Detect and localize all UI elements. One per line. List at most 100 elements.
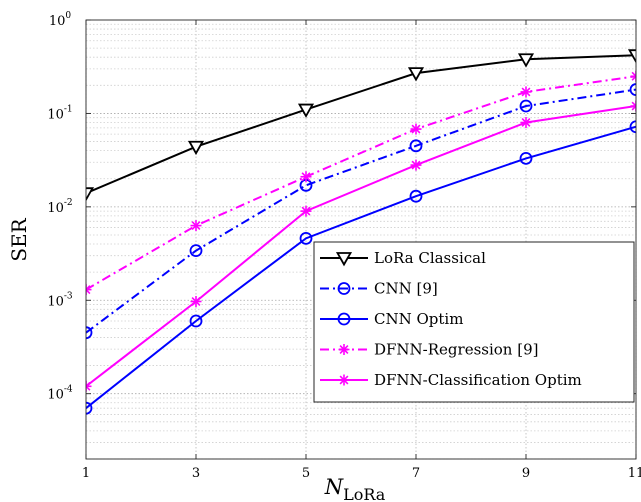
y-tick-base: 10 (47, 107, 64, 122)
series-line (86, 88, 636, 334)
marker-stroke (86, 285, 91, 291)
plot-area (86, 49, 636, 415)
y-tick-base: 10 (47, 388, 64, 403)
y-tick-base: 10 (47, 294, 64, 309)
y-tick-label: 100 (49, 11, 72, 29)
data-point (189, 314, 203, 328)
y-tick-label: 10-4 (47, 385, 73, 403)
legend-entry: CNN Optim (320, 310, 463, 328)
legend-marker (338, 344, 350, 355)
axes-box (85, 19, 637, 460)
marker-stroke (631, 71, 636, 78)
data-point (86, 380, 92, 392)
legend-entry: CNN [9] (320, 280, 438, 298)
marker-stroke (301, 206, 311, 216)
legend-label: DFNN-Classification Optim (374, 371, 582, 389)
data-point (410, 123, 422, 135)
data-point (410, 159, 422, 171)
y-tick-label: 10-2 (47, 198, 72, 216)
x-axis-label-base: N (324, 475, 344, 499)
marker-stroke (339, 375, 349, 385)
legend-marker (337, 312, 351, 326)
data-point (300, 171, 312, 183)
legend-box (313, 241, 635, 403)
x-axis-label: NLoRa (324, 475, 386, 502)
series-line (86, 54, 636, 195)
marker-stroke (631, 75, 636, 81)
marker-stroke (191, 221, 201, 231)
data-point (190, 296, 202, 308)
marker-stroke (86, 288, 91, 295)
marker-stroke (301, 172, 311, 182)
y-tick-label: 10-3 (47, 291, 73, 309)
y-tick-exponent: -3 (64, 291, 73, 301)
legend-entry: LoRa Classical (320, 249, 486, 267)
data-point (520, 116, 532, 128)
series-line (86, 75, 636, 291)
series-3 (86, 120, 636, 415)
marker-stroke (631, 101, 636, 108)
data-point (299, 231, 313, 245)
data-point (630, 100, 636, 112)
data-point (627, 49, 636, 64)
marker-stroke (521, 87, 531, 97)
marker-stroke (191, 297, 201, 306)
data-point (519, 99, 533, 113)
series-4 (86, 70, 636, 296)
x-tick-label: 9 (522, 466, 530, 481)
data-point (520, 86, 532, 98)
data-point (86, 326, 93, 340)
series-1 (86, 49, 636, 202)
marker-stroke (86, 381, 91, 388)
data-point (630, 70, 636, 82)
series-line (86, 125, 636, 409)
legend-entry: DFNN-Classification Optim (320, 371, 582, 389)
y-tick-base: 10 (47, 201, 64, 216)
legend-marker (335, 252, 353, 267)
data-point (300, 205, 312, 217)
series-line (86, 105, 636, 388)
x-tick-label: 5 (302, 466, 310, 481)
data-point (409, 189, 423, 203)
x-tick-label: 11 (628, 466, 641, 481)
y-tick-base: 10 (49, 14, 66, 29)
y-tick-label: 10-1 (47, 104, 72, 122)
marker-stroke (411, 160, 421, 170)
marker-stroke (631, 104, 636, 111)
x-tick-label: 3 (192, 466, 200, 481)
x-tick-label: 7 (412, 466, 420, 481)
data-point (189, 244, 203, 258)
y-tick-exponent: -1 (64, 104, 73, 114)
y-tick-exponent: -2 (64, 198, 73, 208)
data-point (517, 53, 535, 68)
legend-label: CNN [9] (374, 280, 438, 298)
marker-stroke (86, 385, 91, 391)
data-point (187, 140, 205, 156)
data-point (86, 401, 93, 415)
marker-stroke (339, 345, 349, 354)
legend-label: DFNN-Regression [9] (374, 341, 538, 359)
data-point (407, 67, 425, 82)
data-point (86, 284, 92, 296)
data-point (86, 187, 95, 202)
data-point (190, 220, 202, 232)
data-point (629, 120, 636, 134)
data-point (409, 139, 423, 153)
x-axis-label-subscript: LoRa (343, 485, 386, 502)
marker-stroke (411, 124, 421, 134)
y-tick-exponent: 0 (65, 11, 71, 21)
legend: LoRa Classical CNN [9] CNN Optim DFNN-Regre… (313, 241, 635, 403)
legend-label: CNN Optim (374, 310, 463, 328)
data-point (297, 103, 315, 118)
series-5 (86, 100, 636, 392)
data-point (519, 152, 533, 165)
legend-marker (337, 282, 351, 295)
y-axis-label: SER (7, 217, 31, 261)
legend-marker (338, 374, 350, 386)
legend-entry: DFNN-Regression [9] (320, 341, 538, 359)
y-tick-exponent: -4 (64, 385, 73, 395)
x-tick-label: 1 (82, 466, 90, 481)
legend-label: LoRa Classical (374, 249, 486, 267)
